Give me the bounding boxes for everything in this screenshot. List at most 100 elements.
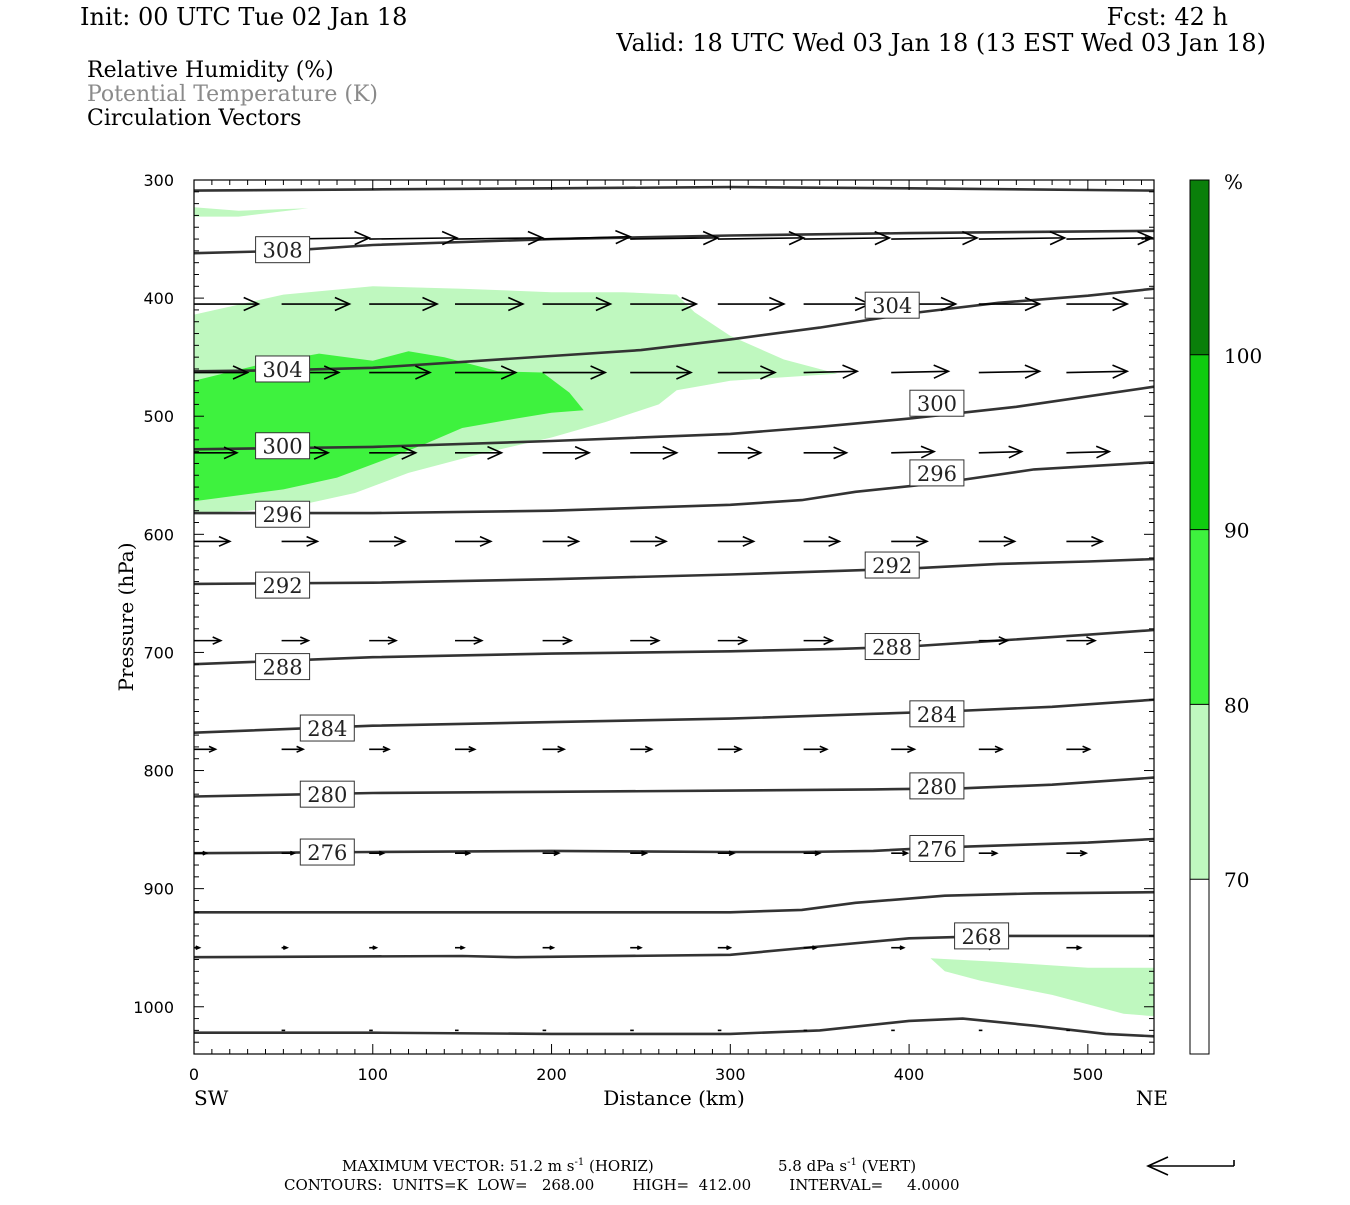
circulation-vector [369, 230, 459, 246]
circulation-vector [717, 365, 777, 380]
theta-label-280: 280 [909, 772, 965, 800]
theta-label-296: 296 [909, 459, 965, 487]
vector-shaft [891, 450, 935, 454]
vector-head [441, 230, 459, 246]
vector-head [760, 365, 777, 380]
vector-head [902, 850, 910, 857]
theta-label-text: 300 [263, 435, 303, 459]
colorbar-segment [1190, 879, 1209, 1054]
vector-head [1008, 445, 1024, 459]
y-tick-label: 800 [143, 762, 174, 781]
theta-label-284: 284 [909, 700, 965, 728]
circulation-vector [717, 850, 736, 857]
circulation-vector [369, 296, 440, 312]
circulation-vector [978, 850, 999, 857]
circulation-vector [803, 636, 835, 646]
vector-head [1003, 535, 1017, 547]
vector-head [223, 446, 239, 460]
theta-label-box [255, 432, 311, 460]
x-axis-label: Distance (km) [603, 1086, 745, 1110]
y-tick-label: 500 [143, 407, 174, 426]
circulation-vector [455, 945, 466, 951]
circulation-vector [455, 850, 472, 856]
x-tick-label: 0 [189, 1065, 199, 1084]
circulation-vector [803, 945, 819, 951]
vector-head [681, 296, 699, 312]
circulation-vector [281, 945, 290, 951]
vector-head [334, 296, 352, 312]
circulation-vector [369, 745, 391, 753]
circulation-vector [281, 745, 306, 753]
theta-label-text: 292 [872, 554, 912, 578]
vector-head [527, 230, 545, 246]
init-time: Init: 00 UTC Tue 02 Jan 18 [80, 3, 407, 31]
theta-label-300: 300 [909, 389, 965, 417]
circulation-vector [542, 535, 581, 547]
vector-shaft [978, 370, 1040, 374]
theta-label-text: 280 [917, 775, 957, 799]
theta-label-304: 304 [864, 291, 920, 319]
circulation-vector [281, 636, 311, 645]
vector-head [212, 636, 223, 645]
circulation-vector [369, 445, 418, 460]
circulation-vector [542, 636, 574, 646]
theta-contour-308 [194, 287, 1154, 373]
vector-head [907, 745, 917, 754]
x-tick-label: 300 [715, 1065, 746, 1084]
rh-region-70 [194, 207, 309, 217]
theta-label-text: 284 [917, 703, 957, 727]
vector-shaft [891, 237, 978, 240]
vector-head [306, 535, 320, 547]
vector-head [933, 364, 951, 379]
vector-head [1095, 445, 1112, 459]
theta-label-box [255, 500, 311, 528]
vector-head [574, 445, 592, 460]
vector-head [464, 850, 472, 856]
vector-head [595, 296, 613, 312]
circulation-vector [717, 230, 806, 246]
theta-label-292: 292 [255, 571, 311, 599]
y-tick-label: 400 [143, 289, 174, 308]
vector-shaft [891, 370, 949, 374]
y-tick-label: 300 [143, 171, 174, 190]
y-tick-label: 600 [143, 525, 174, 544]
vector-head [990, 850, 999, 857]
theta-contour-304 [194, 385, 1154, 451]
vector-head [1024, 364, 1042, 379]
circulation-vector [542, 850, 561, 857]
vector-head [915, 535, 929, 547]
vector-head [702, 230, 720, 246]
vector-shaft [542, 235, 631, 240]
axis-ticks: 0 100 200 300 400 500 300 400 500 600 700 800 900 100… [133, 171, 1154, 1084]
circulation-vector [194, 446, 239, 460]
colorbar-segment [1190, 529, 1209, 705]
vector-head [415, 365, 432, 380]
vector-shaft [803, 237, 890, 240]
circulation-vector [1066, 945, 1083, 951]
theta-label-text: 276 [307, 841, 347, 865]
vector-shaft [717, 237, 804, 240]
vector-head [842, 364, 860, 379]
circulation-vector [369, 945, 379, 951]
vector-head [473, 636, 484, 645]
vector-head [590, 365, 608, 380]
vector-shaft [630, 237, 718, 240]
vector-head [649, 636, 661, 646]
circulation-vector [369, 850, 386, 856]
theta-contour-272 [194, 934, 1154, 959]
vector-head [232, 365, 250, 380]
vector-head [1024, 296, 1042, 312]
theta-label-box [909, 772, 965, 800]
theta-label-text: 304 [263, 358, 303, 382]
vector-head [1112, 364, 1130, 379]
circulation-vector [803, 296, 872, 312]
theta-label-box [864, 633, 920, 661]
circulation-vector [194, 535, 232, 547]
vector-head [1049, 230, 1067, 246]
vector-head [733, 745, 743, 754]
vector-head [828, 535, 842, 547]
rh-region-80 [194, 351, 584, 502]
circulation-vector [281, 296, 352, 312]
theta-label-304: 304 [255, 355, 311, 383]
